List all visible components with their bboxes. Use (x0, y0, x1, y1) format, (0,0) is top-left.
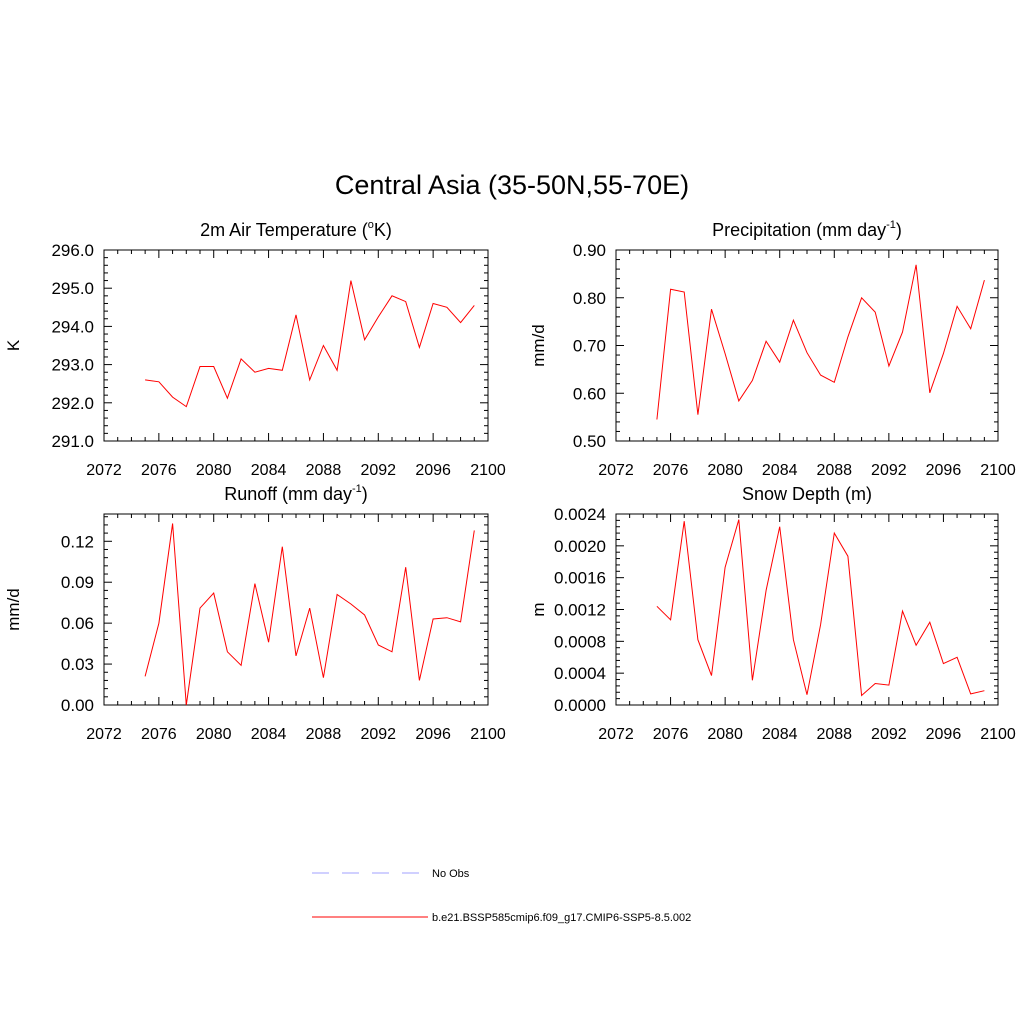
panel-title: 2m Air Temperature (oK) (200, 219, 392, 240)
series-line (145, 280, 475, 408)
figure-title: Central Asia (35-50N,55-70E) (334, 170, 690, 200)
y-axis-label: mm/d (529, 324, 548, 367)
chart-panel-2: 2072 2076 2080 2084 2088 2092 2096 2100 0.50 0.60… (529, 219, 1016, 479)
x-tick-label: 2100 (470, 462, 506, 479)
y-axis-label: mm/d (4, 588, 23, 631)
x-tick-label: 2080 (707, 726, 743, 743)
y-tick-label: 0.60 (573, 384, 606, 403)
chart-panel-1: 2072 2076 2080 2084 2088 2092 2096 2100 291.0 292… (4, 219, 506, 479)
x-tick-label: 2072 (86, 462, 122, 479)
x-tick-label: 2084 (251, 726, 287, 743)
y-tick-label: 295.0 (51, 279, 94, 298)
legend-label: No Obs (432, 868, 470, 880)
y-axis-label: K (4, 339, 23, 351)
y-tick-label: 294.0 (51, 317, 94, 336)
x-tick-label: 2084 (762, 726, 798, 743)
legend-label: b.e21.BSSP585cmip6.f09_g17.CMIP6-SSP5-8.… (432, 912, 691, 924)
y-tick-label: 0.70 (573, 337, 606, 356)
y-tick-label: 0.0000 (554, 696, 606, 715)
y-tick-label: 293.0 (51, 356, 94, 375)
series-line (144, 523, 475, 706)
x-tick-label: 2092 (871, 726, 907, 743)
chart-panel-3: 2072 2076 2080 2084 2088 2092 2096 2100 0.00 0.03… (4, 483, 506, 743)
y-tick-label: 0.0004 (554, 664, 606, 683)
y-tick-label: 0.0020 (554, 537, 606, 556)
x-tick-label: 2084 (762, 462, 798, 479)
plot-frame (615, 249, 999, 442)
panel-title: Runoff (mm day-1) (224, 483, 368, 504)
legend: No Obs b.e21.BSSP585cmip6.f09_g17.CMIP6-S… (312, 868, 691, 924)
x-tick-label: 2092 (871, 462, 907, 479)
x-tick-label: 2096 (415, 726, 451, 743)
y-tick-label: 0.00 (61, 696, 94, 715)
panel-title: Snow Depth (m) (742, 484, 872, 504)
x-tick-label: 2100 (470, 726, 506, 743)
x-tick-label: 2076 (653, 462, 689, 479)
x-tick-label: 2092 (360, 462, 396, 479)
y-tick-label: 0.0024 (554, 505, 606, 524)
x-tick-label: 2072 (598, 462, 634, 479)
x-tick-label: 2092 (360, 726, 396, 743)
y-tick-label: 0.03 (61, 655, 94, 674)
y-tick-label: 0.0016 (554, 569, 606, 588)
x-tick-label: 2084 (251, 462, 287, 479)
x-tick-label: 2096 (415, 462, 451, 479)
x-tick-label: 2088 (306, 726, 342, 743)
x-tick-label: 2088 (816, 462, 852, 479)
x-tick-label: 2076 (653, 726, 689, 743)
x-tick-label: 2088 (816, 726, 852, 743)
x-tick-label: 2072 (86, 726, 122, 743)
y-axis-label: m (529, 602, 548, 616)
y-tick-label: 296.0 (51, 241, 94, 260)
x-tick-label: 2100 (980, 462, 1016, 479)
x-tick-label: 2072 (598, 726, 634, 743)
y-tick-label: 292.0 (51, 394, 94, 413)
x-tick-label: 2096 (926, 726, 962, 743)
x-tick-label: 2080 (196, 462, 232, 479)
y-tick-label: 0.12 (61, 532, 94, 551)
chart-panel-4: 2072 2076 2080 2084 2088 2092 2096 2100 0.0000 0.… (529, 484, 1016, 743)
x-tick-label: 2080 (196, 726, 232, 743)
y-tick-label: 0.06 (61, 614, 94, 633)
y-tick-label: 0.80 (573, 289, 606, 308)
plot-frame (103, 513, 489, 706)
y-tick-label: 291.0 (51, 432, 94, 451)
x-tick-label: 2100 (980, 726, 1016, 743)
x-tick-label: 2096 (926, 462, 962, 479)
series-line (656, 264, 985, 420)
x-tick-label: 2080 (707, 462, 743, 479)
x-tick-label: 2088 (306, 462, 342, 479)
x-tick-label: 2076 (141, 462, 177, 479)
plot-frame (615, 513, 999, 706)
panel-title: Precipitation (mm day-1) (712, 219, 902, 240)
y-tick-label: 0.50 (573, 432, 606, 451)
y-tick-label: 0.09 (61, 573, 94, 592)
y-tick-label: 0.0008 (554, 632, 606, 651)
y-tick-label: 0.90 (573, 241, 606, 260)
series-line (656, 519, 985, 697)
x-tick-label: 2076 (141, 726, 177, 743)
y-tick-label: 0.0012 (554, 601, 606, 620)
plot-frame (103, 249, 489, 442)
